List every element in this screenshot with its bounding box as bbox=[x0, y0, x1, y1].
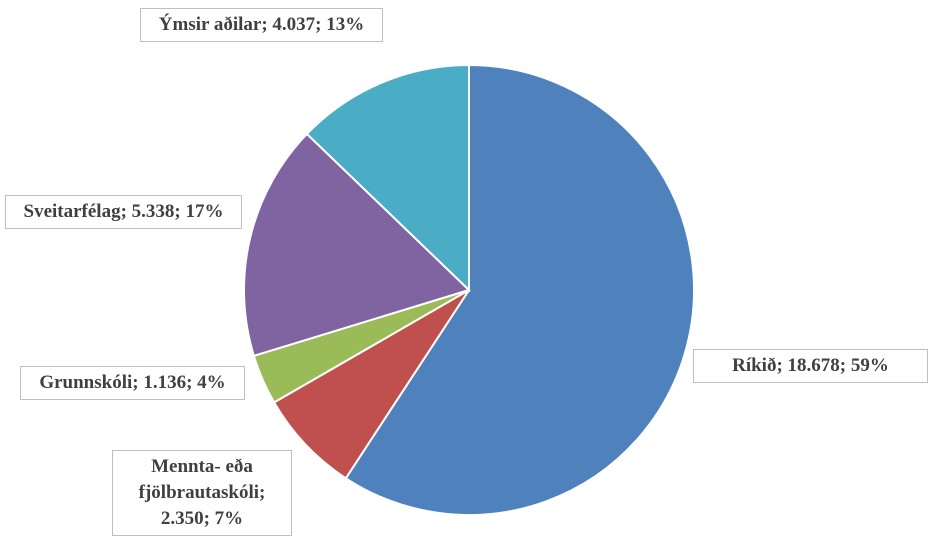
data-label: Ríkið; 18.678; 59% bbox=[693, 349, 928, 383]
pie-slice bbox=[305, 63, 470, 293]
data-label: Grunnskóli; 1.136; 4% bbox=[20, 366, 245, 400]
separator: ; bbox=[120, 201, 132, 222]
data-label: Ýmsir aðilar; 4.037; 13% bbox=[140, 8, 383, 42]
pie-slice bbox=[243, 132, 471, 358]
pie-slice bbox=[272, 289, 470, 480]
percent-label: 7% bbox=[214, 508, 244, 529]
separator: ; bbox=[776, 355, 788, 376]
category-label: Mennta- eða fjölbrautaskóli bbox=[138, 456, 260, 503]
separator: ; bbox=[132, 372, 144, 393]
percent-label: 17% bbox=[185, 201, 224, 222]
data-label: Sveitarfélag; 5.338; 17% bbox=[5, 195, 242, 229]
separator: ; bbox=[259, 482, 266, 503]
value-label: 4.037 bbox=[272, 14, 316, 35]
data-label: Mennta- eða fjölbrautaskóli; 2.350; 7% bbox=[112, 450, 292, 536]
category-label: Grunnskóli bbox=[39, 372, 133, 393]
separator: ; bbox=[839, 355, 851, 376]
separator: ; bbox=[261, 14, 273, 35]
separator: ; bbox=[315, 14, 327, 35]
category-label: Sveitarfélag bbox=[23, 201, 121, 222]
separator: ; bbox=[203, 508, 215, 529]
percent-label: 59% bbox=[850, 355, 889, 376]
value-label: 2.350 bbox=[160, 508, 204, 529]
value-label: 18.678 bbox=[787, 355, 840, 376]
separator: ; bbox=[186, 372, 198, 393]
category-label: Ríkið bbox=[732, 355, 777, 376]
pie-slice bbox=[344, 63, 695, 516]
value-label: 5.338 bbox=[131, 201, 175, 222]
percent-label: 4% bbox=[197, 372, 226, 393]
category-label: Ýmsir aðilar bbox=[158, 14, 262, 35]
percent-label: 13% bbox=[326, 14, 365, 35]
separator: ; bbox=[174, 201, 186, 222]
value-label: 1.136 bbox=[143, 372, 187, 393]
